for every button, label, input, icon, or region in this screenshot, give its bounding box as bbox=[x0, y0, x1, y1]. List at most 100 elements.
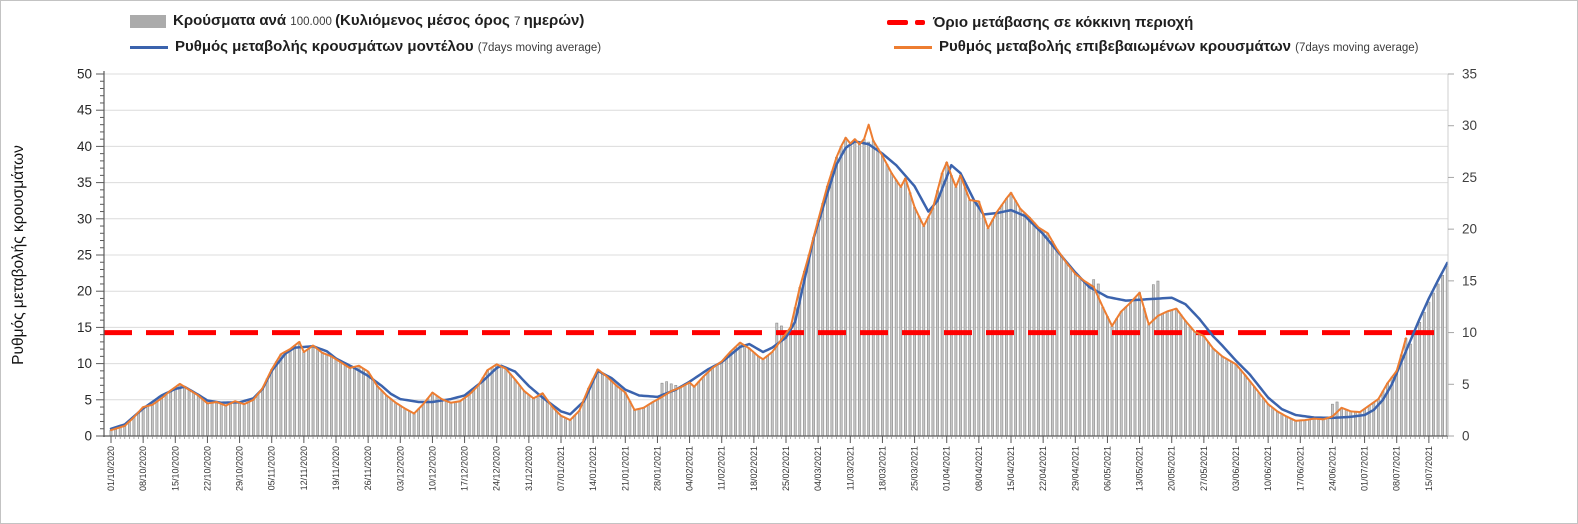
bar bbox=[890, 172, 893, 437]
x-tick-label: 10/12/2020 bbox=[427, 446, 437, 491]
x-tick-label: 01/04/2021 bbox=[942, 446, 952, 491]
bar bbox=[412, 413, 416, 437]
left-axis-tick-label: 25 bbox=[77, 248, 92, 263]
bar bbox=[1395, 370, 1399, 437]
bar-swatch-icon bbox=[130, 14, 166, 28]
bar bbox=[247, 401, 251, 437]
x-tick-label: 14/01/2021 bbox=[588, 446, 598, 491]
bar bbox=[1087, 283, 1091, 437]
x-tick-label: 15/07/2021 bbox=[1424, 446, 1434, 491]
bar bbox=[555, 410, 558, 437]
bar bbox=[1230, 361, 1233, 437]
bar bbox=[972, 200, 976, 437]
bar bbox=[224, 405, 228, 437]
bar bbox=[926, 216, 930, 437]
x-tick-label: 29/04/2021 bbox=[1070, 446, 1080, 491]
bar bbox=[793, 307, 797, 437]
bar bbox=[1023, 212, 1027, 437]
bar bbox=[747, 348, 751, 437]
bar bbox=[1156, 280, 1160, 437]
x-tick-label: 19/11/2020 bbox=[331, 446, 341, 490]
bar bbox=[605, 376, 609, 437]
bar bbox=[1202, 335, 1206, 437]
bar bbox=[1151, 284, 1155, 437]
bar bbox=[1101, 306, 1105, 437]
bar bbox=[656, 399, 659, 437]
bar bbox=[706, 372, 710, 437]
x-tick-label: 15/10/2020 bbox=[170, 446, 180, 491]
bar bbox=[743, 345, 747, 437]
x-tick-label: 21/01/2021 bbox=[620, 446, 630, 491]
bar bbox=[518, 385, 522, 437]
bar bbox=[1312, 418, 1316, 437]
bar bbox=[1096, 283, 1100, 437]
right-axis-tick-label: 30 bbox=[1462, 118, 1477, 133]
bar bbox=[380, 390, 384, 437]
left-axis-tick-label: 5 bbox=[84, 392, 92, 407]
bar bbox=[633, 409, 636, 437]
bar bbox=[339, 361, 342, 437]
bar bbox=[876, 147, 880, 437]
bar bbox=[132, 416, 136, 437]
bar bbox=[1027, 217, 1031, 437]
bar bbox=[757, 356, 760, 437]
legend-cases-part1: Κρούσματα ανά bbox=[173, 12, 291, 29]
bar bbox=[637, 408, 641, 437]
bar bbox=[848, 143, 852, 437]
bar bbox=[1018, 208, 1022, 437]
bar bbox=[867, 141, 871, 437]
x-tick-label: 05/11/2020 bbox=[267, 446, 277, 490]
bar bbox=[1271, 407, 1275, 437]
bar bbox=[1193, 331, 1197, 437]
bar bbox=[724, 356, 728, 437]
bar bbox=[398, 405, 402, 437]
bar bbox=[1064, 261, 1068, 437]
bar bbox=[871, 140, 875, 437]
bar bbox=[1331, 403, 1334, 437]
bar bbox=[343, 364, 347, 437]
bar bbox=[715, 364, 719, 437]
bar bbox=[1060, 255, 1063, 437]
left-axis-tick-label: 30 bbox=[77, 211, 92, 226]
bar bbox=[1216, 352, 1220, 437]
bar bbox=[991, 219, 995, 437]
bar bbox=[761, 358, 765, 437]
blue-line-swatch-icon bbox=[130, 45, 168, 49]
bar bbox=[1280, 413, 1284, 437]
bar bbox=[619, 388, 623, 437]
bar bbox=[623, 392, 627, 437]
bar bbox=[463, 397, 466, 437]
bar bbox=[1418, 322, 1422, 437]
bar bbox=[454, 401, 457, 437]
bar bbox=[352, 366, 356, 437]
bar bbox=[1050, 240, 1054, 437]
bar bbox=[830, 171, 834, 437]
bar bbox=[476, 385, 480, 437]
x-tick-label: 26/11/2020 bbox=[363, 446, 373, 490]
bar bbox=[734, 346, 737, 437]
bar bbox=[155, 401, 159, 437]
bar bbox=[853, 138, 857, 437]
bar bbox=[1147, 324, 1151, 437]
bar bbox=[1211, 348, 1215, 437]
x-tick-label: 11/02/2021 bbox=[717, 446, 727, 490]
bar bbox=[862, 138, 866, 437]
right-axis-labels: 0 5 10 15 20 25 30 35 bbox=[1462, 67, 1477, 444]
bar bbox=[1115, 318, 1118, 437]
bar bbox=[908, 192, 912, 437]
bar bbox=[504, 368, 508, 437]
bar bbox=[692, 386, 696, 437]
bar bbox=[775, 322, 779, 437]
bar bbox=[1321, 419, 1325, 437]
bar bbox=[1409, 343, 1412, 437]
bar bbox=[513, 379, 517, 437]
legend-cases-part3: (Κυλιόμενος μέσος όρος bbox=[335, 12, 514, 29]
left-axis-tick-label: 10 bbox=[77, 356, 92, 371]
bar bbox=[936, 190, 939, 437]
bar bbox=[444, 400, 448, 437]
bar bbox=[894, 179, 898, 437]
bar bbox=[426, 398, 430, 437]
bar bbox=[256, 393, 260, 437]
